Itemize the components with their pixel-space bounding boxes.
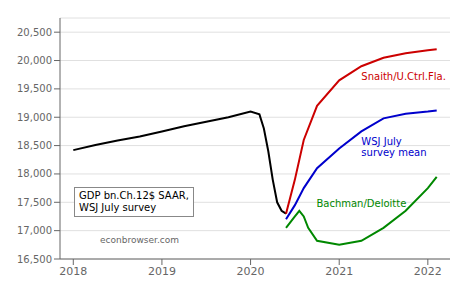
- svg-text:18,000: 18,000: [17, 168, 52, 179]
- svg-text:19,000: 19,000: [17, 112, 52, 123]
- svg-text:20,000: 20,000: [17, 55, 52, 66]
- svg-text:2018: 2018: [59, 265, 87, 278]
- svg-text:2020: 2020: [237, 265, 265, 278]
- svg-text:Bachman/Deloitte: Bachman/Deloitte: [316, 198, 406, 209]
- svg-text:17,000: 17,000: [17, 225, 52, 236]
- svg-text:18,500: 18,500: [17, 140, 52, 151]
- svg-text:2019: 2019: [148, 265, 176, 278]
- svg-text:Snaith/U.Ctrl.Fla.: Snaith/U.Ctrl.Fla.: [361, 71, 446, 82]
- html-text:GDP bn.Ch.12$ SAAR, WSJ July s: GDP bn.Ch.12$ SAAR, WSJ July survey: [79, 190, 189, 213]
- svg-text:2021: 2021: [325, 265, 353, 278]
- svg-text:WSJ Julysurvey mean: WSJ Julysurvey mean: [361, 136, 426, 158]
- svg-text:16,500: 16,500: [17, 254, 52, 265]
- svg-text:19,500: 19,500: [17, 83, 52, 94]
- svg-text:20,500: 20,500: [17, 27, 52, 38]
- svg-text:17,500: 17,500: [17, 197, 52, 208]
- svg-text:2022: 2022: [414, 265, 442, 278]
- html-text:econbrowser.com: econbrowser.com: [100, 235, 179, 245]
